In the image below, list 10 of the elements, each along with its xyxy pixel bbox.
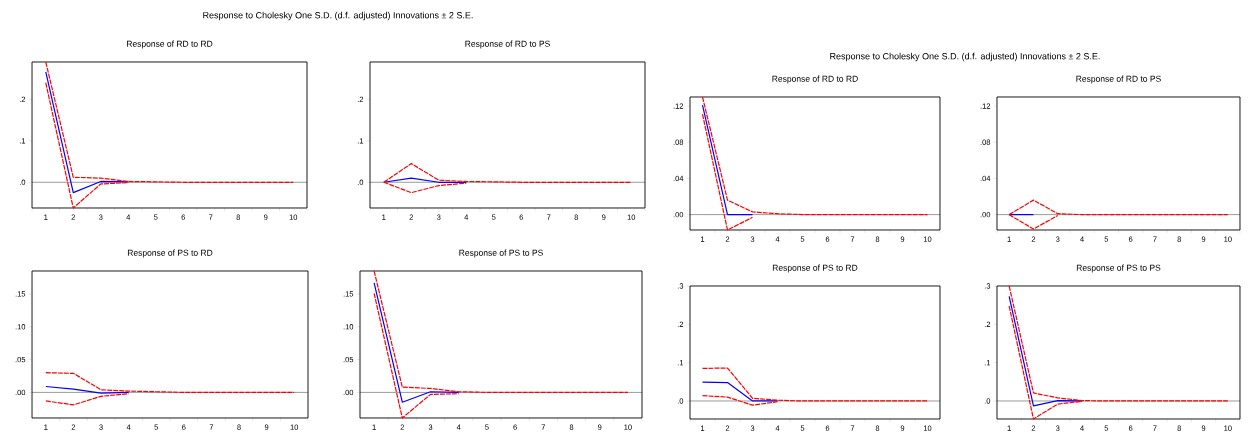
- chart-title: Response of RD to PS: [465, 40, 550, 49]
- chart-title: Response of PS to PS: [1076, 264, 1161, 273]
- chart-title: Response of RD to PS: [1076, 75, 1161, 84]
- chart-title: Response of PS to RD: [772, 264, 858, 273]
- chart-title: Response of PS to PS: [459, 249, 543, 258]
- text: Response to Cholesky One S.D. (d.f. adjusted) Innovations ± 2 S.E.: [830, 52, 1100, 62]
- text: Response to Cholesky One S.D. (d.f. adjusted) Innovations ± 2 S.E.: [203, 11, 473, 21]
- chart-title: Response of RD to RD: [126, 40, 213, 49]
- chart-title: Response of RD to RD: [772, 75, 858, 84]
- chart-title: Response of PS to RD: [127, 249, 213, 258]
